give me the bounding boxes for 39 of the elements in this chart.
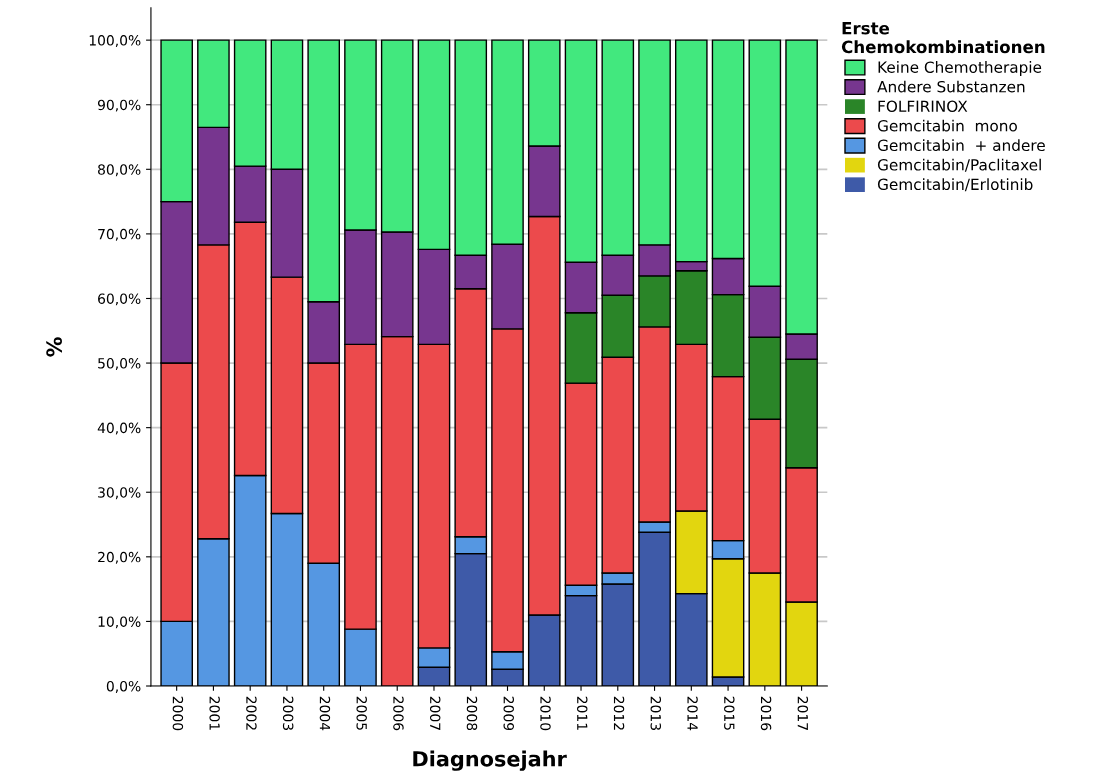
- x-tick-label: 2000: [172, 696, 184, 731]
- x-tick-label: 2005: [356, 696, 367, 730]
- x-tick-label: 2016: [760, 696, 772, 731]
- legend-title: Erste Chemokombinationen: [841, 22, 1045, 54]
- x-tick-label: 2010: [540, 696, 551, 731]
- y-tick-label: 80,0%: [98, 164, 141, 177]
- y-tick-label: 90,0%: [97, 99, 141, 112]
- x-tick-label: 2003: [282, 696, 294, 730]
- x-tick-label: 2014: [687, 696, 698, 731]
- x-tick-label: 2015: [724, 696, 735, 730]
- x-tick-label: 2017: [797, 696, 809, 730]
- x-tick-label: 2013: [650, 696, 662, 730]
- x-tick-label: 2004: [319, 696, 331, 731]
- x-tick-label: 2012: [613, 696, 625, 730]
- y-tick-label: 20,0%: [98, 551, 141, 564]
- legend-label: FOLFIRINOX: [878, 100, 968, 112]
- legend-label: Gemcitabin mono: [877, 119, 1017, 132]
- y-tick-label: 60,0%: [98, 293, 141, 306]
- legend-label: Gemcitabin/Erlotinib: [877, 178, 1033, 192]
- y-tick-label: 40,0%: [97, 422, 141, 435]
- legend-label: Andere Substanzen: [877, 80, 1025, 93]
- y-tick-label: 100,0%: [89, 35, 141, 48]
- x-tick-label: 2007: [429, 696, 441, 730]
- y-tick-label: 30,0%: [98, 487, 141, 500]
- legend-label: Gemcitabin/Paclitaxel: [877, 158, 1041, 172]
- y-tick-label: 70,0%: [98, 228, 141, 241]
- x-tick-label: 2002: [246, 696, 257, 730]
- legend-label: Gemcitabin + andere: [877, 139, 1045, 152]
- x-tick-label: 2001: [209, 696, 220, 730]
- x-tick-label: 2011: [577, 696, 588, 730]
- y-tick-label: 0,0%: [106, 680, 141, 693]
- x-tick-label: 2009: [503, 696, 514, 731]
- y-axis-title: %: [46, 337, 62, 357]
- x-tick-label: 2006: [393, 696, 404, 731]
- legend-label: Keine Chemotherapie: [878, 61, 1042, 76]
- x-tick-label: 2008: [466, 696, 478, 731]
- y-tick-label: 10,0%: [98, 616, 141, 629]
- y-tick-label: 50,0%: [98, 358, 141, 370]
- x-axis-title: Diagnosejahr: [413, 750, 567, 771]
